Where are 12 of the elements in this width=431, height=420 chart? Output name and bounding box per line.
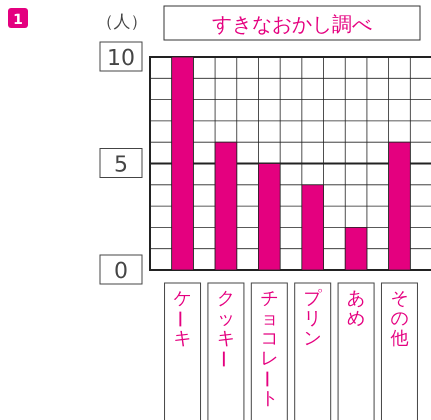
text: 1	[13, 12, 23, 28]
y-tick-label: 5	[114, 152, 128, 178]
x-tick-label: チョコレート	[255, 288, 278, 409]
x-tick-label: ケーキ	[168, 288, 192, 349]
x-tick-label: プリン	[304, 288, 323, 349]
x-tick-label: その他	[390, 288, 408, 349]
y-tick-label: 0	[114, 259, 128, 284]
y-tick-label: 10	[107, 46, 135, 71]
x-tick-label: あめ	[347, 288, 366, 329]
chart-title: すきなおかし調べ	[212, 12, 372, 36]
x-tick-label: クッキー	[212, 288, 235, 368]
y-axis-title: （人）	[96, 12, 148, 32]
